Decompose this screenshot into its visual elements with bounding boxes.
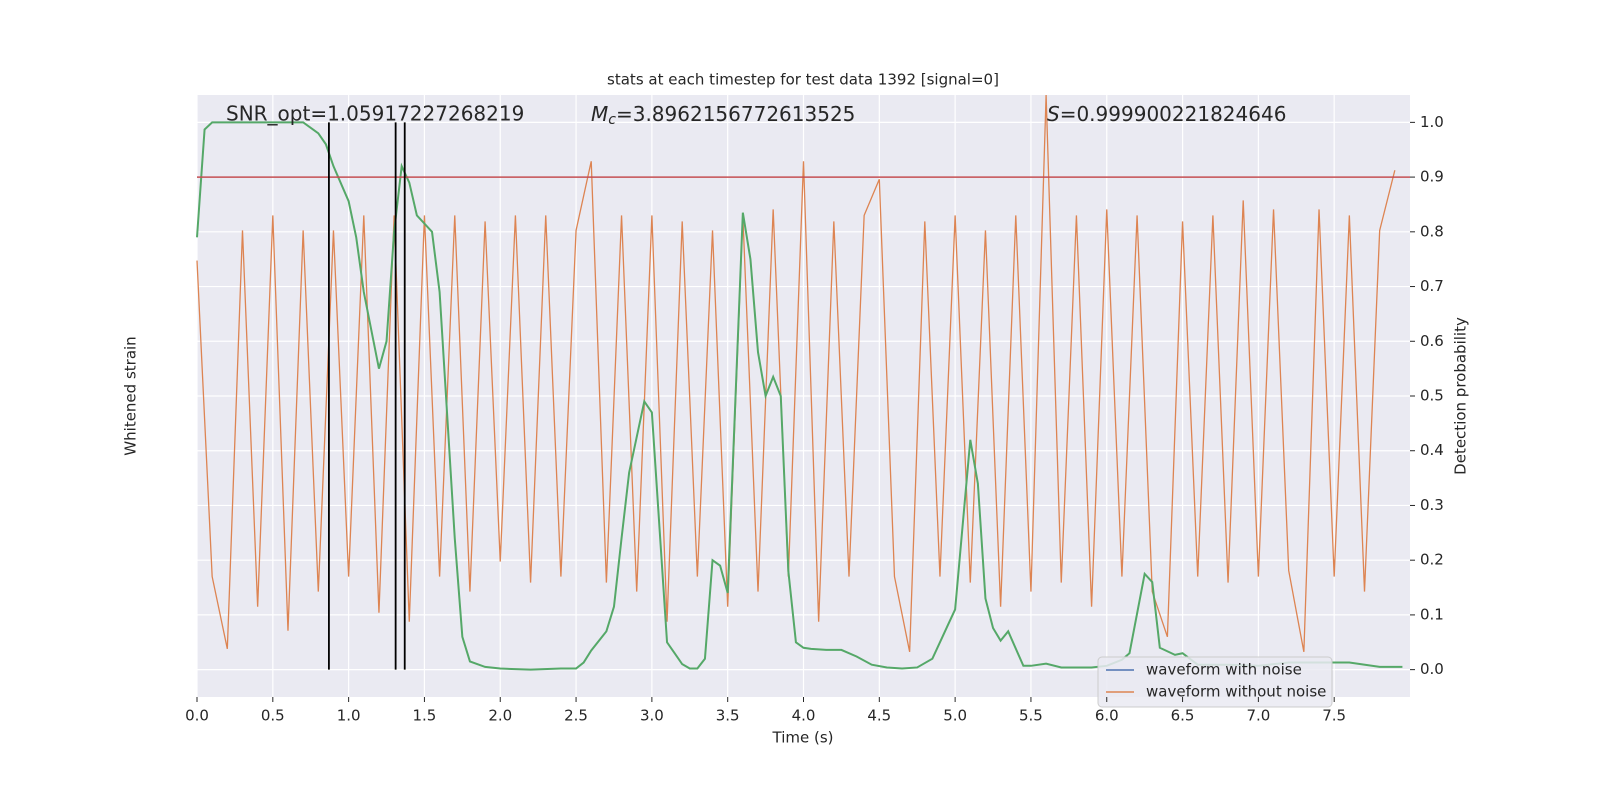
x-tick-label: 2.0 (488, 707, 512, 725)
x-tick-label: 5.0 (943, 707, 967, 725)
x-tick-label: 2.5 (564, 707, 588, 725)
x-tick-label: 1.0 (337, 707, 361, 725)
x-tick-label: 5.5 (1019, 707, 1043, 725)
y2-tick-label: 0.8 (1420, 222, 1444, 240)
y2-tick-label: 1.0 (1420, 113, 1444, 131)
y2-tick-label: 0.1 (1420, 605, 1444, 623)
y2-axis-label: Detection probability (1452, 317, 1470, 475)
x-tick-label: 6.5 (1171, 707, 1195, 725)
annotation: Mc=3.8962156772613525 (591, 102, 855, 129)
x-tick-label: 4.5 (867, 707, 891, 725)
y2-tick-label: 0.0 (1420, 660, 1444, 678)
x-tick-label: 0.0 (185, 707, 209, 725)
legend-box (1097, 656, 1333, 708)
legend-label: waveform with noise (1146, 661, 1302, 679)
legend-label: waveform without noise (1146, 683, 1326, 701)
x-tick-label: 7.5 (1322, 707, 1346, 725)
annotation-symbol: M (591, 102, 608, 126)
x-axis-label: Time (s) (772, 729, 834, 747)
x-tick-label: 6.0 (1095, 707, 1119, 725)
x-tick-label: 4.0 (792, 707, 816, 725)
annotation-subscript: c (608, 112, 616, 128)
y2-tick-label: 0.4 (1420, 441, 1444, 459)
x-tick-label: 3.5 (716, 707, 740, 725)
annotation: S=0.999900221824646 (1047, 102, 1286, 126)
y2-tick-label: 0.2 (1420, 551, 1444, 569)
chart-title: stats at each timestep for test data 139… (607, 71, 999, 89)
y-axis-label: Whitened strain (122, 336, 140, 455)
y2-tick-label: 0.6 (1420, 332, 1444, 350)
y2-tick-label: 0.5 (1420, 387, 1444, 405)
annotation-text: =3.8962156772613525 (616, 102, 855, 126)
annotation: SNR_opt=1.05917227268219 (226, 102, 524, 126)
y2-tick-label: 0.3 (1420, 496, 1444, 514)
x-tick-label: 0.5 (261, 707, 285, 725)
y2-tick-label: 0.7 (1420, 277, 1444, 295)
annotation-symbol: S (1047, 102, 1060, 126)
x-tick-label: 7.0 (1246, 707, 1270, 725)
y2-tick-label: 0.9 (1420, 168, 1444, 186)
x-tick-label: 3.0 (640, 707, 664, 725)
annotation-text: =0.999900221824646 (1060, 102, 1287, 126)
series-line (196, 94, 1396, 652)
x-tick-label: 1.5 (413, 707, 437, 725)
